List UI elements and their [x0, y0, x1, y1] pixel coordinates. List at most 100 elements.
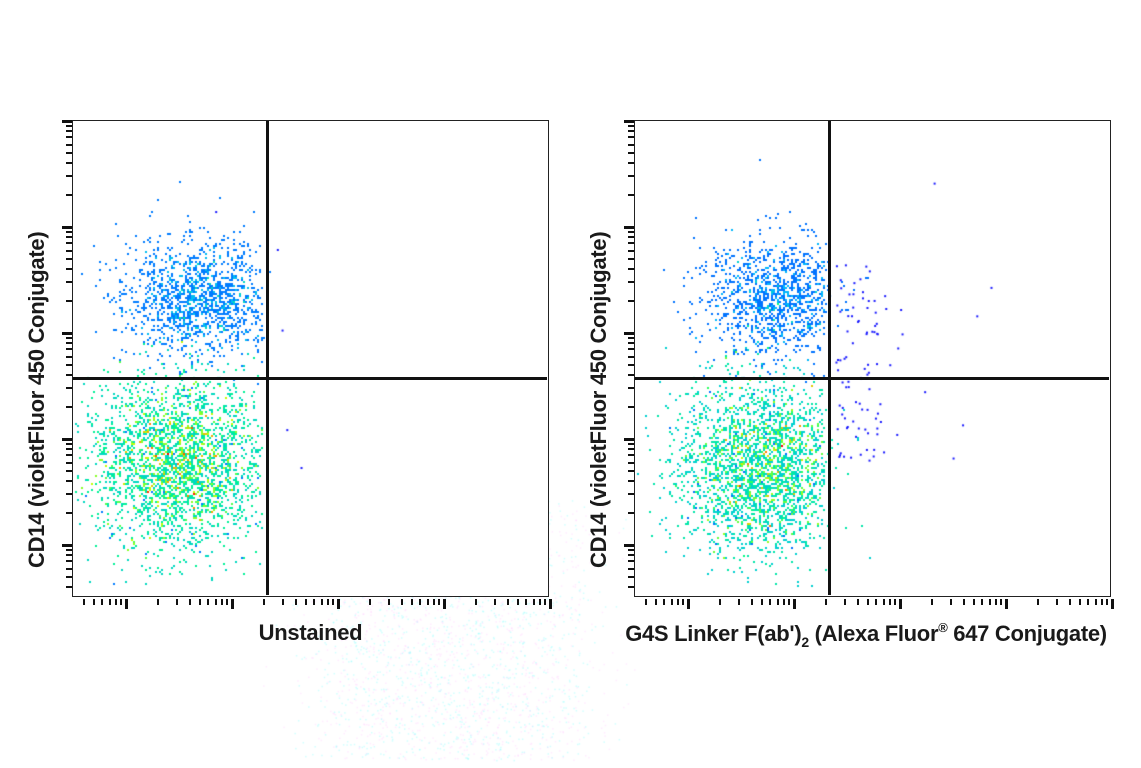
x-tick: [544, 599, 547, 605]
x-tick: [549, 599, 552, 609]
x-tick: [400, 599, 403, 605]
y-tick: [66, 242, 72, 245]
y-tick: [628, 242, 634, 245]
x-tick: [231, 599, 234, 609]
x-tick: [108, 599, 111, 605]
horizontal-quadrant-gate[interactable]: [73, 377, 547, 380]
x-tick: [199, 599, 202, 605]
y-tick: [66, 575, 72, 578]
y-tick: [624, 226, 634, 229]
x-tick: [226, 599, 229, 605]
x-tick: [1079, 599, 1082, 605]
y-tick: [628, 151, 634, 154]
y-tick: [628, 257, 634, 260]
y-tick: [66, 342, 72, 345]
y-tick: [66, 548, 72, 551]
y-tick: [66, 567, 72, 570]
vertical-quadrant-gate[interactable]: [828, 121, 831, 595]
y-tick: [628, 342, 634, 345]
y-tick: [66, 348, 72, 351]
y-tick: [66, 230, 72, 233]
y-tick: [66, 300, 72, 303]
x-axis-label-text: G4S Linker F(ab'): [625, 621, 802, 646]
x-tick: [930, 599, 933, 605]
y-tick: [66, 355, 72, 358]
y-tick: [628, 454, 634, 457]
x-tick: [532, 599, 535, 605]
x-tick: [737, 599, 740, 605]
y-tick: [628, 406, 634, 409]
x-tick: [949, 599, 952, 605]
x-tick: [506, 599, 509, 605]
x-tick: [281, 599, 284, 605]
y-tick: [628, 136, 634, 139]
y-tick: [66, 586, 72, 589]
x-tick: [663, 599, 666, 605]
x-tick: [776, 599, 779, 605]
x-tick: [994, 599, 997, 605]
x-tick: [214, 599, 217, 605]
x-tick: [419, 599, 422, 605]
y-tick: [66, 249, 72, 252]
x-tick: [411, 599, 414, 605]
y-tick: [628, 124, 634, 127]
x-tick: [305, 599, 308, 605]
x-tick: [114, 599, 117, 605]
x-tick: [426, 599, 429, 605]
y-tick: [66, 387, 72, 390]
x-tick: [207, 599, 210, 605]
y-tick: [628, 162, 634, 165]
x-tick: [676, 599, 679, 605]
x-tick: [1005, 599, 1008, 609]
x-tick: [962, 599, 965, 605]
y-tick: [66, 493, 72, 496]
y-tick: [628, 560, 634, 563]
x-tick: [670, 599, 673, 605]
vertical-quadrant-gate[interactable]: [266, 121, 269, 595]
y-tick: [66, 281, 72, 284]
x-tick: [262, 599, 265, 605]
x-tick: [93, 599, 96, 605]
x-tick: [368, 599, 371, 605]
horizontal-quadrant-gate[interactable]: [635, 377, 1109, 380]
x-tick: [687, 599, 690, 609]
x-tick: [867, 599, 870, 605]
y-tick: [66, 130, 72, 133]
y-tick: [66, 151, 72, 154]
y-tick: [66, 480, 72, 483]
y-tick: [628, 336, 634, 339]
x-tick: [793, 599, 796, 609]
y-tick: [66, 257, 72, 260]
y-tick: [66, 406, 72, 409]
x-tick: [387, 599, 390, 605]
y-axis-label: CD14 (violetFluor 450 Conjugate): [586, 231, 611, 568]
y-tick: [66, 268, 72, 271]
y-tick: [66, 124, 72, 127]
x-tick: [782, 599, 785, 605]
y-tick: [628, 554, 634, 557]
y-tick: [66, 554, 72, 557]
x-tick: [856, 599, 859, 605]
y-tick: [66, 143, 72, 146]
x-tick: [1087, 599, 1090, 605]
x-tick: [882, 599, 885, 605]
y-tick: [62, 332, 72, 335]
plot-area: [72, 120, 549, 597]
x-tick: [824, 599, 827, 605]
y-tick: [628, 480, 634, 483]
x-tick: [538, 599, 541, 605]
y-tick: [66, 442, 72, 445]
y-tick: [66, 136, 72, 139]
x-axis-label-subscript: 2: [801, 634, 809, 650]
y-tick: [66, 236, 72, 239]
y-tick: [628, 230, 634, 233]
x-tick: [432, 599, 435, 605]
x-tick: [750, 599, 753, 605]
y-tick: [628, 567, 634, 570]
y-tick: [66, 454, 72, 457]
y-tick: [628, 512, 634, 515]
x-tick: [1106, 599, 1109, 605]
x-tick: [120, 599, 123, 605]
